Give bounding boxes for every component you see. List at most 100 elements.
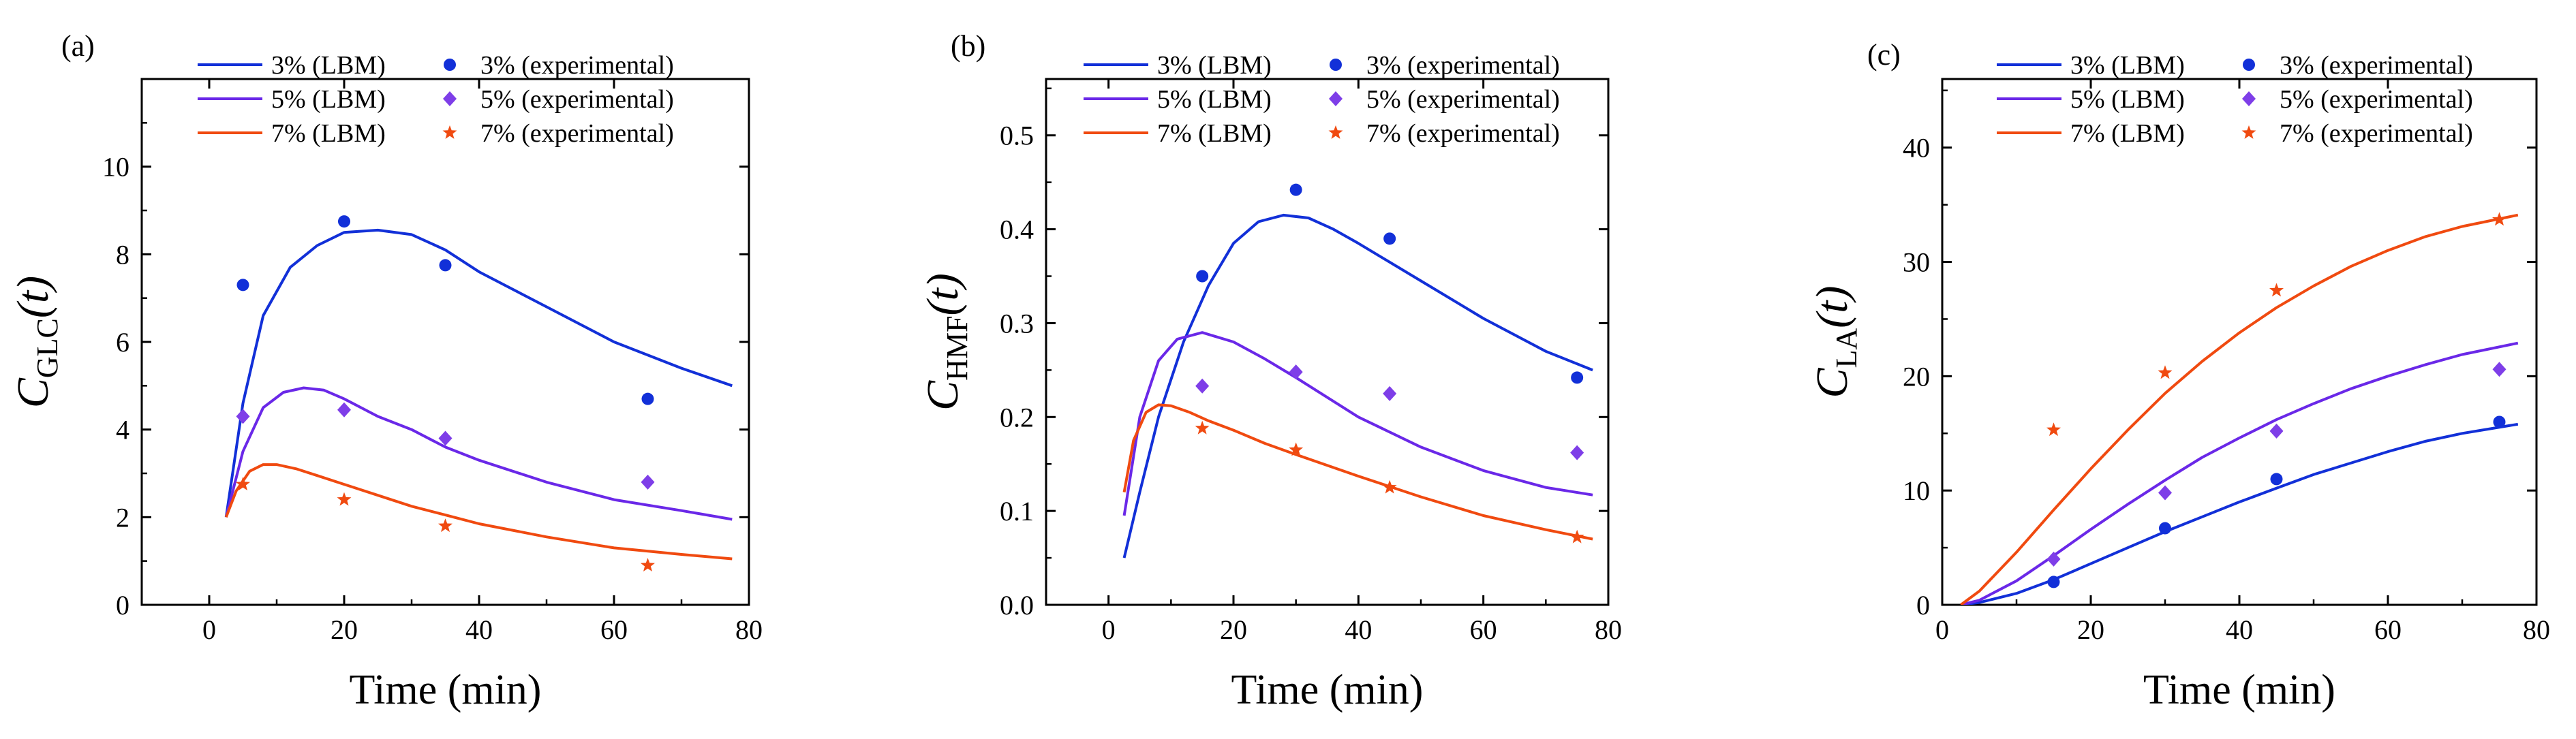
legend-label: 5% (experimental) <box>480 85 674 114</box>
x-axis-title: Time (min) <box>2143 667 2335 713</box>
y-axis-title-symbol: C <box>1807 367 1857 398</box>
legend-marker <box>2243 59 2255 71</box>
y-axis-title-subscript: GLC <box>31 318 64 378</box>
y-tick-label: 0 <box>116 590 129 620</box>
legend-marker <box>443 91 457 106</box>
data-point <box>236 409 250 424</box>
legend-label: 5% (experimental) <box>2280 85 2473 114</box>
plot-frame <box>1941 78 2538 606</box>
y-axis-title-argument: (t) <box>8 276 58 318</box>
data-point <box>236 279 249 292</box>
y-axis-title: CHMF(t) <box>918 273 974 411</box>
panel-a: 0 20 40 60 80 0 2 4 6 8 10 Time (min) CGLC(t) (a) 3% (… <box>8 29 763 713</box>
data-point <box>2046 551 2061 567</box>
model-line-1 <box>1961 422 2519 605</box>
x-tick-label: 20 <box>1220 614 1247 645</box>
x-tick-label: 20 <box>2077 614 2104 645</box>
legend-label: 7% (LBM) <box>271 119 386 148</box>
model-line-2 <box>1122 331 1593 516</box>
y-tick-label: 40 <box>1903 133 1930 163</box>
model-line-2 <box>1960 341 2519 605</box>
data-point <box>641 558 655 571</box>
data-point <box>2158 365 2173 379</box>
y-tick-label: 10 <box>102 152 129 183</box>
legend-label: 5% (LBM) <box>2070 85 2185 114</box>
x-tick-label: 80 <box>735 614 763 645</box>
data-point <box>2269 283 2284 297</box>
y-axis-title: CGLC(t) <box>8 276 64 408</box>
data-point <box>438 430 453 446</box>
data-point <box>1289 364 1303 380</box>
data-point <box>2492 362 2506 377</box>
y-tick-label: 0.1 <box>1000 496 1034 526</box>
data-point <box>236 477 250 490</box>
data-point <box>1570 445 1584 460</box>
x-tick-label: 80 <box>2523 614 2550 645</box>
y-axis-title-symbol: C <box>8 377 58 408</box>
y-axis-title-argument: (t) <box>1807 286 1857 328</box>
legend-label: 3% (LBM) <box>1157 51 1272 80</box>
y-tick-label: 0.0 <box>1000 590 1034 620</box>
legend-label: 7% (experimental) <box>480 119 674 148</box>
x-axis-title: Time (min) <box>350 667 542 713</box>
y-tick-label: 0.4 <box>1000 215 1034 245</box>
plot-frame <box>1045 78 1610 606</box>
data-point <box>2158 485 2172 501</box>
data-point <box>1195 420 1210 435</box>
data-point <box>1571 371 1584 384</box>
legend-marker <box>1330 59 1342 71</box>
data-point <box>1289 183 1302 196</box>
x-tick-label: 40 <box>2226 614 2253 645</box>
data-point <box>2047 576 2060 588</box>
legend-label: 7% (LBM) <box>2070 119 2185 148</box>
y-tick-label: 20 <box>1903 361 1930 392</box>
y-tick-label: 4 <box>116 415 129 445</box>
y-tick-label: 2 <box>116 502 129 533</box>
x-tick-label: 40 <box>465 614 493 645</box>
x-axis-title: Time (min) <box>1231 667 1424 713</box>
data-point <box>337 492 352 506</box>
y-tick-label: 30 <box>1903 247 1930 278</box>
legend-label: 7% (LBM) <box>1157 119 1272 148</box>
data-point <box>1383 386 1397 401</box>
y-axis-title-subscript: LA <box>1830 328 1863 368</box>
legend-label: 7% (experimental) <box>1366 119 1560 148</box>
x-tick-label: 60 <box>600 614 628 645</box>
model-line-3 <box>1960 213 2519 605</box>
data-point <box>1289 442 1304 456</box>
panel-b: 0 20 40 60 80 0.0 0.1 0.2 0.3 0.4 0.5 Time (min) CHM… <box>918 29 1622 713</box>
legend-marker <box>2241 125 2256 139</box>
legend-marker <box>1329 91 1343 106</box>
y-tick-label: 0.3 <box>1000 308 1034 339</box>
model-line-1 <box>224 228 733 518</box>
model-line-3 <box>224 463 733 561</box>
data-point <box>337 402 351 418</box>
legend-marker <box>444 59 456 71</box>
data-point <box>439 259 452 272</box>
y-tick-label: 0.5 <box>1000 121 1034 151</box>
data-point <box>2270 473 2283 486</box>
x-tick-label: 0 <box>1102 614 1116 645</box>
legend-marker <box>1328 125 1343 139</box>
panel-label: (c) <box>1867 38 1901 72</box>
y-tick-label: 0.2 <box>1000 402 1034 433</box>
model-line-3 <box>1122 403 1593 541</box>
x-tick-label: 40 <box>1345 614 1372 645</box>
y-tick-label: 0 <box>1916 590 1930 620</box>
panel-label: (a) <box>61 29 95 63</box>
x-tick-label: 20 <box>331 614 358 645</box>
y-tick-label: 10 <box>1903 475 1930 506</box>
panel-label: (b) <box>951 29 985 63</box>
x-tick-label: 60 <box>1470 614 1497 645</box>
panel-c: 0 20 40 60 80 0 10 20 30 40 Time (min) CLA(t) (c) 3% … <box>1807 38 2550 713</box>
x-tick-label: 0 <box>1935 614 1949 645</box>
data-point <box>2159 522 2171 535</box>
data-point <box>2269 423 2284 439</box>
data-point <box>438 518 453 533</box>
model-line-1 <box>1122 213 1593 559</box>
legend-label: 7% (experimental) <box>2280 119 2473 148</box>
data-point <box>641 474 655 490</box>
data-point <box>2493 415 2506 428</box>
y-tick-label: 8 <box>116 239 129 270</box>
